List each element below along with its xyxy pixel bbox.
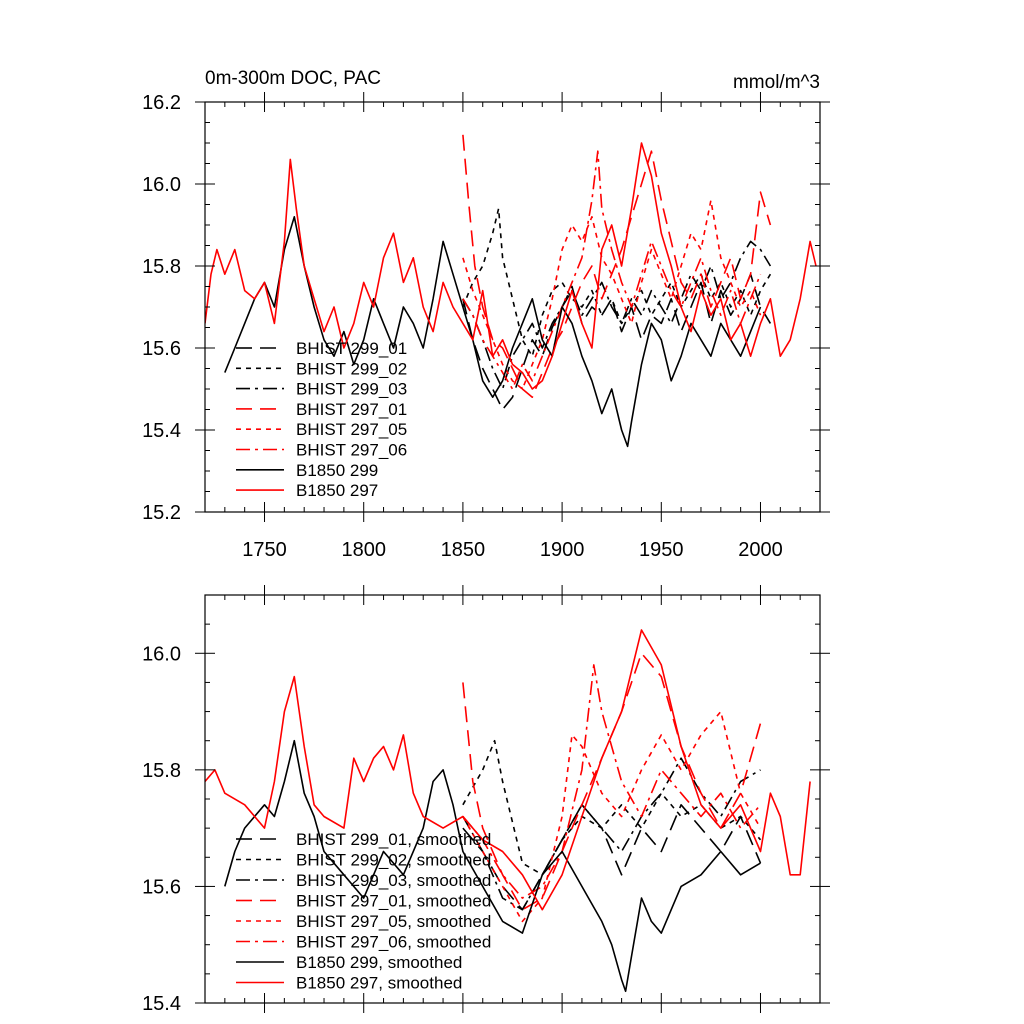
series-line-3 [462,240,772,390]
x-tick-label: 1900 [540,539,585,561]
series-line-7 [224,216,762,448]
series-line-2 [462,207,772,357]
series-line-2 [462,739,762,876]
legend-entry: BHIST 299_03, smoothed [296,871,491,890]
legend-entry: BHIST 297_06 [296,441,407,460]
series-line-7 [224,739,761,993]
y-tick-label: 15.2 [142,502,181,524]
top-plot-area: 1750 1800 1850 1900 1950 2000 15.2 15.4 15.6 15.8… [142,92,830,561]
legend: BHIST 299_01, smoothed BHIST 299_02, smoo… [236,830,491,993]
legend-entry: BHIST 297_05, smoothed [296,912,491,931]
legend-entry: BHIST 297_05 [296,420,407,439]
series-line-1 [462,804,762,911]
series-line-3 [462,757,761,911]
legend-entry: BHIST 297_01 [296,400,407,419]
x-tick-label: 1950 [639,539,684,561]
y-tick-label: 15.6 [142,876,181,898]
x-tick-label: 1750 [242,539,287,561]
legend-entry: B1850 299 [296,461,378,480]
series-line-4 [462,652,762,911]
y-tick-label: 16.0 [142,174,181,196]
x-tick-label: 1850 [441,539,486,561]
legend-entry: BHIST 299_03 [296,380,407,399]
legend-entry: BHIST 299_01, smoothed [296,830,491,849]
y-tick-label: 16.0 [142,643,181,665]
y-tick-label: 16.2 [142,92,181,114]
top-chart: 0m-300m DOC, PAC mmol/m^3 1750 1800 1850 19… [142,68,830,561]
legend-entry: B1850 297 [296,481,378,500]
top-chart-title: 0m-300m DOC, PAC [205,68,381,89]
legend-entry: BHIST 299_01 [296,339,407,358]
y-tick-label: 15.8 [142,760,181,782]
legend-entry: BHIST 297_06, smoothed [296,933,491,952]
y-tick-label: 15.6 [142,338,181,360]
series-line-8 [205,142,817,390]
y-tick-label: 15.4 [142,420,181,442]
y-tick-label: 15.4 [142,993,181,1015]
series-line-5 [462,710,762,923]
series-lines [205,629,811,993]
x-tick-label: 2000 [738,539,783,561]
series-line-5 [462,199,762,390]
top-chart-units: mmol/m^3 [733,72,820,93]
x-tick-label: 1800 [341,539,386,561]
legend-entry: BHIST 297_01, smoothed [296,892,491,911]
series-line-8 [205,629,811,911]
y-tick-label: 15.8 [142,256,181,278]
legend-entry: B1850 297, smoothed [296,974,462,993]
legend-entry: BHIST 299_02, smoothed [296,851,491,870]
series-line-6 [462,664,762,899]
legend-entry: B1850 299, smoothed [296,953,462,972]
series-lines [205,134,817,448]
series-line-6 [462,150,762,390]
legend-entry: BHIST 299_02 [296,359,407,378]
